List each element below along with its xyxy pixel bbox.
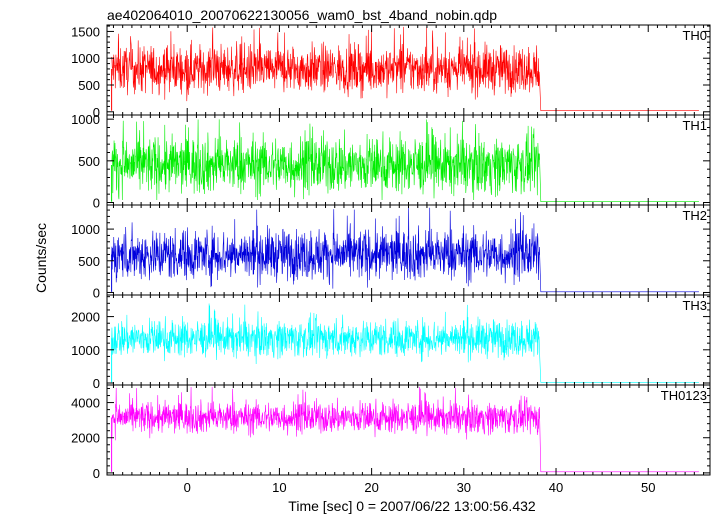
chart-title: ae402064010_20070622130056_wam0_bst_4ban… [107,7,497,23]
series-line-th0 [111,26,699,112]
y-tick-label: 0 [93,285,100,300]
series-line-th0123 [111,386,699,473]
x-axis-label: Time [sec] 0 = 2007/06/22 13:00:56.432 [288,498,536,514]
x-tick-label: 10 [272,480,286,495]
x-tick-label: 30 [457,480,471,495]
y-tick-label: 0 [93,105,100,120]
panel-th0123: TH0123 0 2000 4000 [71,384,711,481]
panel-th1: TH1 0 500 1000 [71,112,711,211]
panel-label: TH0 [682,28,707,43]
panel-th2: TH2 0 500 1000 [71,204,711,300]
y-tick-label: 0 [93,376,100,391]
x-tick-label: 20 [364,480,378,495]
y-tick-label: 500 [78,254,100,269]
x-tick-label: 50 [641,480,655,495]
y-tick-label: 2000 [71,310,100,325]
panel-th0: TH0 0 500 1000 1500 [71,24,711,120]
y-tick-label: 0 [93,466,100,481]
y-tick-label: 4000 [71,396,100,411]
panel-th3: TH3 0 1000 2000 [71,294,711,391]
y-tick-label: 1000 [71,222,100,237]
y-tick-label: 500 [78,78,100,93]
panel-label: TH0123 [661,388,707,403]
y-tick-label: 500 [78,154,100,169]
series-line-th2 [111,207,699,293]
y-tick-label: 2000 [71,431,100,446]
y-tick-label: 1500 [71,24,100,39]
y-tick-label: 1000 [71,112,100,127]
y-tick-label: 1000 [71,343,100,358]
series-line-th1 [111,119,699,202]
panel-label: TH2 [682,208,707,223]
panels-group: TH0050010001500TH105001000TH205001000TH3… [71,24,711,495]
x-tick-label: 0 [184,480,191,495]
x-tick-label: 40 [549,480,563,495]
panel-label: TH3 [682,298,707,313]
y-tick-label: 0 [93,196,100,211]
panel-label: TH1 [682,118,707,133]
y-axis-label: Counts/sec [33,223,49,293]
y-tick-label: 1000 [71,51,100,66]
series-line-th3 [111,303,699,383]
